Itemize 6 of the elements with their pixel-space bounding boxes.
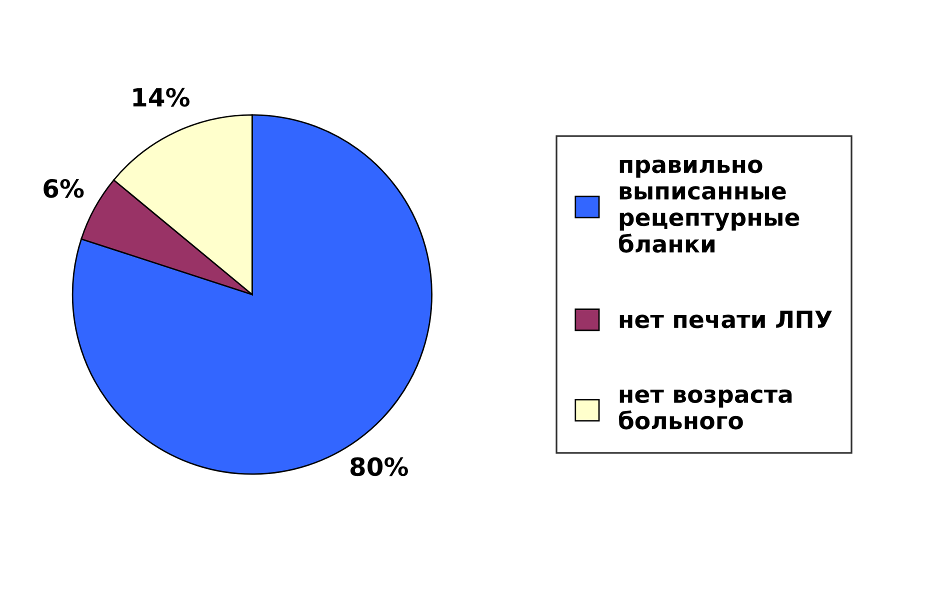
legend-label: правильно выписанные рецептурные бланки [618, 160, 800, 253]
data-label: 80% [350, 457, 408, 476]
legend-label: нет возраста больного [618, 389, 792, 430]
data-label: 6% [44, 179, 84, 198]
legend-label: нет печати ЛПУ [620, 310, 832, 328]
data-label: 14% [133, 88, 190, 107]
